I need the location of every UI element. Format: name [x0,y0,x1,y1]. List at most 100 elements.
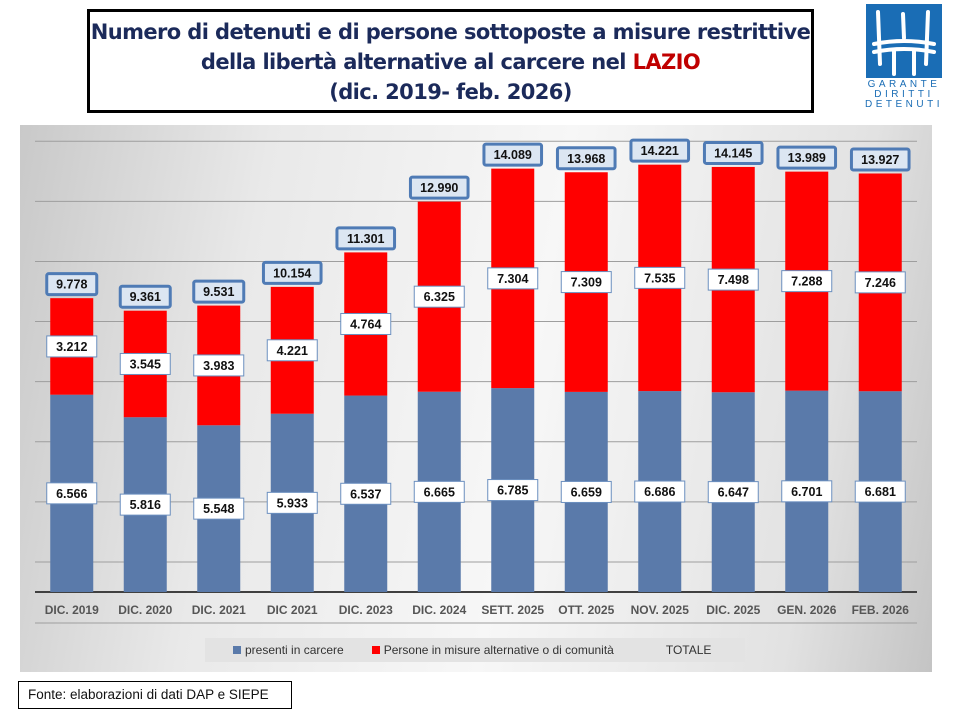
misure-label-text: 4.764 [350,317,381,331]
total-data-label: 12.990 [408,175,470,200]
misure-label-box [781,270,833,293]
presenti-label-box [634,480,686,503]
logo-text: GARANTE DIRITTI DETENUTI [864,80,944,110]
presenti-data-label: 6.647 [707,481,759,504]
total-label-box [192,279,246,304]
presenti-label-box [854,480,906,503]
presenti-label-text: 6.701 [791,485,822,499]
misure-data-label: 7.309 [560,271,612,294]
presenti-label-text: 6.686 [644,485,675,499]
presenti-data-label: 6.566 [46,482,98,505]
presenti-label-text: 5.816 [130,498,161,512]
misure-data-label: 6.325 [413,285,465,308]
total-label-text: 13.968 [567,152,605,166]
misure-data-label: 7.535 [634,266,686,289]
presenti-label-text: 6.647 [718,486,749,500]
misure-label-box [560,271,612,294]
total-label-text: 14.145 [714,146,752,160]
misure-label-box [707,268,759,291]
presenti-label-text: 6.785 [497,484,528,498]
misure-label-box [634,266,686,289]
x-axis-tick-label: SETT. 2025 [481,603,544,617]
legend-label: Persone in misure alternative o di comun… [383,643,614,657]
misure-data-label: 3.212 [46,335,98,358]
total-label-text: 9.531 [203,285,234,299]
misure-label-box [340,312,392,335]
total-label-text: 9.778 [56,278,87,292]
logo-text-line1: GARANTE [867,79,941,90]
misure-label-text: 7.288 [791,275,822,289]
logo-text-line2: DIRITTI [874,89,934,100]
presenti-label-box [707,481,759,504]
presenti-data-label: 5.816 [119,493,171,516]
legend-item-misure-alternative: Persone in misure alternative o di comun… [371,643,614,657]
presenti-label-text: 6.659 [571,485,602,499]
total-label-box [776,145,838,170]
total-label-box [849,147,911,172]
misure-label-box [487,267,539,290]
presenti-label-box [46,482,98,505]
total-label-text: 13.989 [788,151,826,165]
misure-label-text: 3.545 [130,357,161,371]
logo-text-line3: DETENUTI [865,99,943,110]
title-line-1: Numero di detenuti e di persone sottopos… [90,20,811,44]
x-axis-tick-label: OTT. 2025 [558,603,614,617]
misure-data-label: 7.498 [707,268,759,291]
total-label-text: 14.089 [494,148,532,162]
chart-title-box: Numero di detenuti e di persone sottopos… [87,9,814,113]
misure-data-label: 3.545 [119,352,171,375]
legend-swatch-red [371,646,380,654]
presenti-data-label: 6.659 [560,480,612,503]
misure-label-box [854,271,906,294]
total-label-text: 10.154 [273,266,311,280]
total-data-label: 13.989 [776,145,838,170]
total-label-text: 13.927 [861,153,899,167]
presenti-label-text: 5.548 [203,502,234,516]
total-data-label: 9.531 [192,279,246,304]
presenti-data-label: 5.548 [193,497,245,520]
misure-label-text: 7.246 [865,276,896,290]
misure-label-box [119,352,171,375]
x-axis-tick-label: FEB. 2026 [852,603,910,617]
presenti-data-label: 6.537 [340,482,392,505]
misure-data-label: 7.288 [781,270,833,293]
x-axis-tick-label: DIC 2021 [267,603,318,617]
presenti-label-box [340,482,392,505]
presenti-data-label: 5.933 [266,491,318,514]
total-data-label: 13.927 [849,147,911,172]
presenti-label-box [413,480,465,503]
presenti-data-label: 6.665 [413,480,465,503]
garante-logo: GARANTE DIRITTI DETENUTI [864,4,944,114]
misure-label-text: 3.983 [203,359,234,373]
presenti-data-label: 6.785 [487,479,539,502]
total-label-box [45,272,99,297]
presenti-data-label: 6.681 [854,480,906,503]
total-label-box [408,175,470,200]
title-region-highlight: LAZIO [632,50,701,74]
misure-label-text: 7.535 [644,271,675,285]
title-line-3: (dic. 2019- feb. 2026) [329,80,572,104]
misure-data-label: 7.246 [854,271,906,294]
presenti-label-text: 5.933 [277,496,308,510]
legend-item-totale: TOTALE [666,643,712,657]
presenti-label-text: 6.566 [56,487,87,501]
misure-label-text: 7.304 [497,272,528,286]
presenti-label-text: 6.665 [424,485,455,499]
total-data-label: 14.145 [702,140,764,165]
misure-data-label: 4.764 [340,312,392,335]
chart-area [20,125,932,672]
misure-label-text: 4.221 [277,344,308,358]
misure-data-label: 7.304 [487,267,539,290]
x-axis-tick-label: GEN. 2026 [777,603,837,617]
legend-label: presenti in carcere [245,643,344,657]
total-label-text: 11.301 [347,232,385,246]
total-data-label: 14.089 [482,142,544,167]
legend-label: TOTALE [665,643,712,657]
total-label-box [261,260,323,285]
x-axis-tick-label: DIC. 2024 [412,603,466,617]
total-label-box [118,284,172,309]
total-label-box [702,140,764,165]
legend-item-presenti: presenti in carcere [233,643,344,657]
total-data-label: 9.778 [45,272,99,297]
presenti-data-label: 6.686 [634,480,686,503]
